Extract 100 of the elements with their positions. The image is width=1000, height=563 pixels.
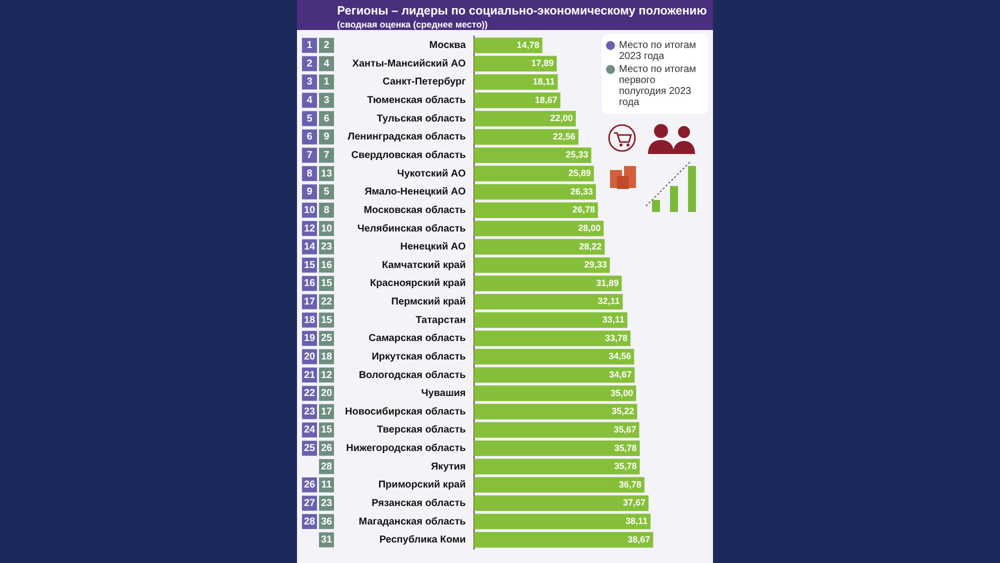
y-tick-label: Магаданская область xyxy=(358,516,466,528)
data-label: 34,56 xyxy=(608,351,632,362)
text: 31 xyxy=(320,534,332,546)
data-label: 29,33 xyxy=(584,260,607,270)
data-label: 35,78 xyxy=(614,442,637,453)
text: 2 4 xyxy=(306,58,330,70)
data-label: 37,67 xyxy=(623,498,646,508)
y-tick-label: Пермский край xyxy=(391,296,466,308)
bar xyxy=(474,257,610,273)
text: 4 3 xyxy=(306,95,330,106)
text: 25 26 xyxy=(304,443,332,454)
bar xyxy=(474,38,542,54)
bar xyxy=(474,495,649,511)
data-label: 25,89 xyxy=(568,168,591,178)
text: 19 25 xyxy=(304,333,332,344)
text: 8 13 xyxy=(306,168,332,180)
bar xyxy=(474,239,605,255)
y-tick-label: Челябинская область xyxy=(357,223,466,234)
bar xyxy=(474,404,638,420)
annotation: Место по итогам 2023 года xyxy=(619,40,698,62)
y-tick-label: Вологодская область xyxy=(358,370,466,381)
data-label: 35,22 xyxy=(612,406,634,416)
data-label: 36,78 xyxy=(618,479,642,490)
text: 12 10 xyxy=(304,223,332,234)
text: 3 1 xyxy=(306,76,330,88)
text: 28 36 xyxy=(304,516,332,528)
data-label: 33,11 xyxy=(602,314,624,325)
y-tick-label: Новосибирская область xyxy=(344,406,466,418)
data-label: 18,11 xyxy=(532,76,555,86)
bar xyxy=(474,276,622,292)
y-tick-label: Рязанская область xyxy=(372,498,466,509)
data-label: 18,67 xyxy=(534,94,558,105)
data-label: 35,67 xyxy=(614,424,636,434)
bar xyxy=(474,294,623,310)
y-tick-label: Якутия xyxy=(430,461,466,472)
bar xyxy=(474,312,628,328)
chart-subtitle: (сводная оценка (среднее место)) xyxy=(337,19,488,30)
bar xyxy=(474,110,576,126)
data-label: 26,78 xyxy=(572,204,596,215)
bar xyxy=(474,348,634,364)
data-label: 25,33 xyxy=(566,150,588,160)
y-tick-label: Иркутская область xyxy=(372,351,466,362)
text: 21 12 xyxy=(304,370,332,381)
data-label: 31,89 xyxy=(596,278,619,288)
y-tick-label: Тульская область xyxy=(376,113,466,124)
bar xyxy=(474,147,592,164)
text: 1 2 xyxy=(306,40,330,52)
y-tick-label: Приморский край xyxy=(378,480,466,491)
data-label: 28,22 xyxy=(579,241,602,252)
bar xyxy=(474,386,636,402)
data-label: 22,56 xyxy=(552,131,576,142)
bar xyxy=(474,129,578,145)
y-tick-label: Ненецкий АО xyxy=(400,242,466,253)
bar xyxy=(474,532,654,548)
y-tick-label: Ханты-Мансийский АО xyxy=(352,58,466,70)
annotation: Место по итогам первого полугодия 2023 года xyxy=(619,64,698,108)
bar xyxy=(474,330,630,346)
bar xyxy=(474,367,635,383)
text: 24 15 xyxy=(304,424,332,436)
data-label: 35,78 xyxy=(614,461,637,472)
text: 5 6 xyxy=(306,113,330,124)
bar xyxy=(474,514,651,530)
bar xyxy=(474,74,558,90)
text: 23 17 xyxy=(304,406,332,418)
y-tick-label: Московская область xyxy=(364,204,466,216)
y-tick-label: Ямало-Ненецкий АО xyxy=(364,186,466,198)
bar xyxy=(474,458,640,474)
text: 22 20 xyxy=(304,388,332,400)
bar xyxy=(474,422,640,438)
data-label: 28,00 xyxy=(578,222,601,233)
text: 9 5 xyxy=(306,186,330,198)
data-label: 38,11 xyxy=(626,516,648,526)
text: 26 11 xyxy=(304,480,332,491)
data-label: 26,33 xyxy=(570,186,593,196)
data-label: 22,00 xyxy=(550,113,573,124)
y-tick-label: Камчатский край xyxy=(382,260,466,271)
data-label: 34,67 xyxy=(609,370,632,380)
text: 18 15 xyxy=(304,314,332,326)
text: 10 8 xyxy=(304,204,330,216)
text: 20 18 xyxy=(304,351,332,362)
y-tick-label: Тверская область xyxy=(377,424,466,436)
bar xyxy=(474,440,640,456)
bar xyxy=(474,166,594,182)
bar xyxy=(474,56,557,72)
bar xyxy=(474,477,644,493)
y-tick-label: Ленинградская область xyxy=(348,132,466,143)
bar xyxy=(474,184,596,200)
text: 6 9 xyxy=(306,132,330,143)
text: 17 22 xyxy=(304,296,332,308)
data-label: 14,78 xyxy=(516,40,540,50)
text: 27 23 xyxy=(304,498,332,509)
y-tick-label: Москва xyxy=(429,40,466,52)
y-tick-label: Республика Коми xyxy=(379,534,466,546)
y-tick-label: Самарская область xyxy=(368,333,466,344)
data-label: 38,67 xyxy=(628,534,650,544)
text: 15 16 xyxy=(304,260,332,271)
y-tick-label: Нижегородская область xyxy=(346,443,466,454)
y-tick-label: Свердловская область xyxy=(351,150,466,161)
data-label: 32,11 xyxy=(598,296,620,306)
text: 16 15 xyxy=(304,278,332,290)
